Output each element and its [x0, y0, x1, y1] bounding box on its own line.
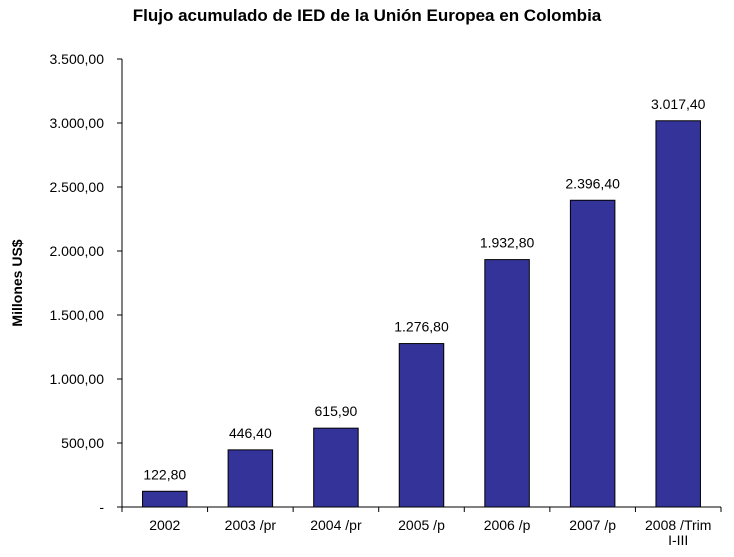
data-label: 1.932,80 [480, 235, 535, 251]
y-tick-label: 500,00 [61, 435, 104, 451]
x-tick-label: 2004 /pr [310, 517, 362, 533]
x-tick-label: 2002 [149, 517, 180, 533]
data-label: 446,40 [229, 425, 272, 441]
x-tick-label: 2006 /p [484, 517, 531, 533]
x-tick-label: 2005 /p [398, 517, 445, 533]
bar [143, 491, 187, 507]
y-tick-label: 3.500,00 [50, 51, 105, 67]
x-tick-label: 2008 /Trim I-III [645, 517, 711, 548]
bar [399, 344, 443, 507]
y-tick-label: - [99, 499, 104, 515]
data-label: 122,80 [143, 466, 186, 482]
y-tick-label: 1.000,00 [50, 371, 105, 387]
bar [314, 428, 358, 507]
y-tick-label: 3.000,00 [50, 115, 105, 131]
y-axis: - 500,00 1.000,00 1.500,00 2.000,00 2.500,00 3… [50, 51, 123, 515]
bar [485, 260, 529, 507]
x-tick-label: 2007 /p [569, 517, 616, 533]
data-label: 3.017,40 [651, 96, 706, 112]
data-label: 1.276,80 [394, 319, 449, 335]
data-label: 615,90 [315, 403, 358, 419]
bar [228, 450, 272, 507]
bar [570, 200, 614, 507]
bar [656, 121, 700, 507]
y-tick-label: 1.500,00 [50, 307, 105, 323]
data-label: 2.396,40 [565, 175, 620, 191]
x-tick-label: 2003 /pr [225, 517, 277, 533]
y-tick-label: 2.500,00 [50, 179, 105, 195]
x-axis: 2002 2003 /pr 2004 /pr 2005 /p 2006 /p 2007 /… [122, 507, 721, 548]
y-axis-label: Millones US$ [9, 239, 25, 326]
y-tick-label: 2.000,00 [50, 243, 105, 259]
